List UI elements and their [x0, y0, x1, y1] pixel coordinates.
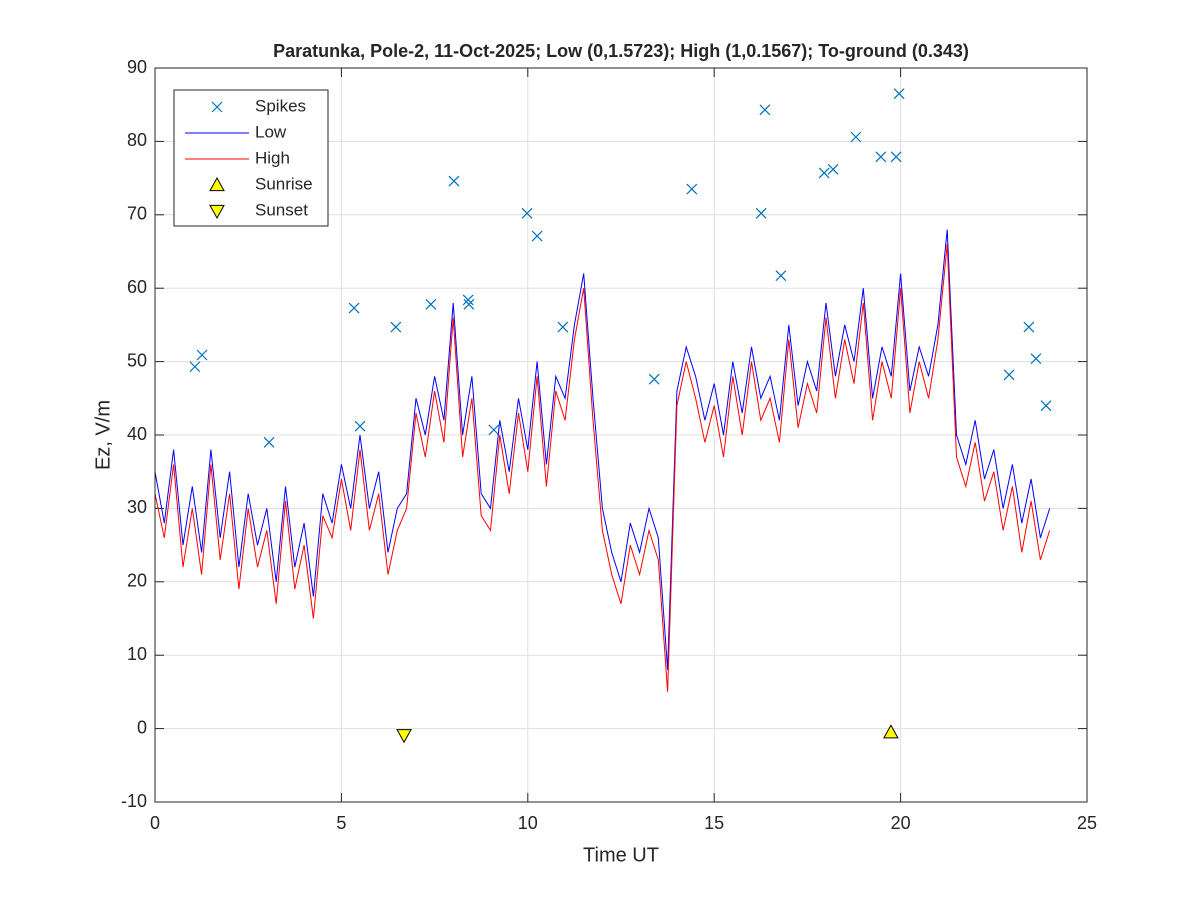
data-point	[890, 151, 902, 163]
y-tick-label: 40	[127, 424, 147, 444]
data-point	[263, 436, 275, 448]
data-point	[390, 321, 402, 333]
data-point	[396, 729, 412, 744]
y-tick-label: 90	[127, 57, 147, 77]
data-point	[827, 163, 839, 175]
y-tick-label: 50	[127, 350, 147, 370]
legend-swatch	[211, 101, 223, 113]
y-tick-label: 30	[127, 497, 147, 517]
data-point	[1030, 353, 1042, 365]
data-point	[1040, 400, 1052, 412]
y-tick-label: 60	[127, 277, 147, 297]
legend-label: Low	[255, 122, 287, 141]
data-point	[521, 207, 533, 219]
data-line	[154, 229, 1051, 670]
data-point	[1023, 321, 1035, 333]
data-point	[883, 724, 899, 739]
data-point	[775, 270, 787, 282]
x-tick-label: 15	[704, 813, 724, 833]
data-point	[686, 183, 698, 195]
data-point	[354, 420, 366, 432]
x-tick-label: 0	[150, 813, 160, 833]
legend-label: Spikes	[255, 96, 306, 115]
data-point	[425, 298, 437, 310]
x-tick-label: 10	[518, 813, 538, 833]
data-point	[448, 175, 460, 187]
y-tick-label: 80	[127, 130, 147, 150]
data-point	[893, 88, 905, 100]
y-tick-label: 70	[127, 204, 147, 224]
x-tick-label: 25	[1077, 813, 1097, 833]
x-axis-label: Time UT	[583, 844, 659, 866]
data-point	[850, 131, 862, 143]
data-point	[463, 298, 475, 310]
data-point	[648, 373, 660, 385]
y-axis-label: Ez, V/m	[92, 400, 114, 470]
x-tick-label: 20	[891, 813, 911, 833]
legend-label: Sunset	[255, 200, 308, 219]
data-point	[488, 424, 500, 436]
data-point	[189, 361, 201, 373]
legend: Spikes Low High Sunrise Sunset	[173, 89, 329, 227]
data-point	[196, 349, 208, 361]
legend-label: Sunrise	[255, 174, 313, 193]
data-point	[557, 321, 569, 333]
y-tick-label: -10	[121, 791, 147, 811]
data-point	[1003, 369, 1015, 381]
y-tick-label: 0	[137, 717, 147, 737]
legend-swatch	[209, 204, 225, 220]
data-point	[875, 151, 887, 163]
data-point	[462, 294, 474, 306]
legend-swatch	[209, 176, 225, 192]
axes-box	[154, 67, 1088, 803]
x-tick-label: 5	[336, 813, 346, 833]
y-tick-label: 20	[127, 571, 147, 591]
data-point	[755, 207, 767, 219]
data-point	[348, 302, 360, 314]
data-point	[531, 230, 543, 242]
data-point	[818, 167, 830, 179]
y-tick-label: 10	[127, 644, 147, 664]
legend-label: High	[255, 148, 290, 167]
legend-box	[173, 89, 329, 227]
chart-title: Paratunka, Pole-2, 11-Oct-2025; Low (0,1…	[273, 41, 969, 61]
data-line	[154, 244, 1051, 692]
data-point	[759, 104, 771, 116]
